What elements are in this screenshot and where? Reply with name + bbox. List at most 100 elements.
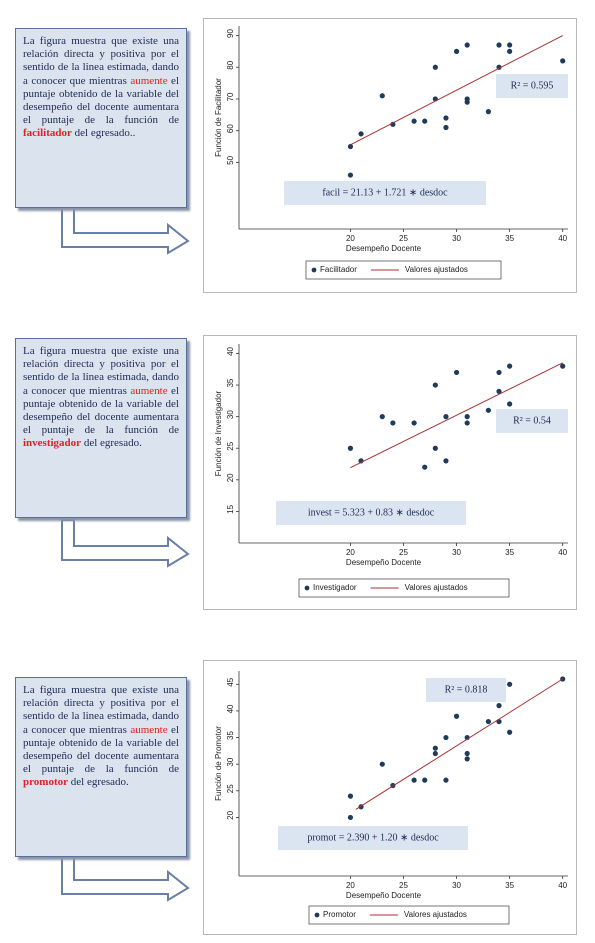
annotation: facil = 21.13 + 1.721 ∗ desdoc: [322, 187, 448, 198]
point: [507, 42, 513, 48]
y-tick-label: 60: [226, 124, 235, 133]
point: [507, 729, 513, 735]
x-tick-label: 40: [558, 234, 567, 243]
note-text: La figura muestra que existe una relació…: [23, 345, 179, 397]
point: [443, 414, 449, 420]
point: [507, 48, 513, 54]
point: [560, 58, 566, 64]
note-text: La figura muestra que existe una relació…: [23, 684, 179, 736]
legend-label: Promotor: [323, 910, 356, 919]
point: [379, 761, 385, 767]
x-tick-label: 35: [505, 881, 514, 890]
point: [347, 445, 354, 451]
y-tick-label: 25: [226, 784, 235, 793]
annotation-box: [496, 409, 568, 433]
note-text: La figura muestra que existe una relació…: [23, 35, 179, 87]
y-tick-label: 20: [226, 473, 235, 482]
y-tick-label: 80: [226, 60, 235, 69]
point: [496, 388, 502, 394]
point: [464, 750, 470, 757]
y-tick-label: 40: [226, 704, 235, 713]
fit-line: [350, 362, 563, 469]
annotation: R² = 0.595: [511, 80, 554, 91]
y-tick-label: 15: [226, 504, 235, 513]
chart: 50 60 70 80 90 20 25 30 35 40 Desempeño Docente Fun…: [203, 18, 577, 293]
x-tick-label: 30: [452, 548, 461, 557]
x-tick-label: 25: [399, 234, 408, 243]
note-text: aumente: [130, 74, 168, 87]
point: [411, 777, 417, 783]
note-text: facilitador: [23, 127, 72, 140]
legend-marker: [311, 267, 317, 273]
note-text: el puntaje obtenido de la variable del d…: [23, 723, 179, 776]
note-text: del egresado..: [71, 127, 136, 140]
y-axis-label: Función de Facilitador: [214, 78, 223, 157]
y-axis-label: Función de Promotor: [214, 726, 223, 801]
point: [464, 420, 470, 426]
point: [443, 124, 449, 131]
x-tick-label: 20: [346, 881, 355, 890]
legend-box: [305, 260, 502, 280]
note-text: del egresado.: [81, 437, 142, 450]
note-text: del egresado.: [68, 776, 129, 789]
point: [485, 718, 492, 725]
point: [443, 115, 449, 121]
x-tick-label: 25: [399, 548, 408, 557]
point: [422, 118, 428, 124]
legend-marker: [314, 912, 320, 918]
x-tick-label: 40: [558, 881, 567, 890]
annotation-box: [284, 181, 486, 205]
point: [507, 681, 513, 687]
annotation: invest = 5.323 + 0.83 ∗ desdoc: [308, 507, 435, 518]
point: [432, 382, 438, 388]
note-text: el puntaje obtenido de la variable del d…: [23, 74, 179, 127]
annotation: promot = 2.390 + 1.20 ∗ desdoc: [307, 832, 439, 843]
y-tick-label: 35: [226, 378, 235, 387]
x-tick-label: 20: [346, 234, 355, 243]
note-box: La figura muestra que existe una relació…: [15, 677, 187, 857]
arrow: [61, 853, 190, 902]
arrow: [61, 206, 190, 255]
point: [485, 109, 492, 115]
legend-marker: [304, 585, 310, 591]
note-box: La figura muestra que existe una relació…: [15, 338, 187, 518]
point: [411, 118, 417, 124]
point: [347, 793, 354, 799]
point: [507, 363, 513, 369]
point: [496, 42, 502, 48]
x-axis-label: Desempeño Docente: [346, 558, 422, 567]
y-tick-label: 20: [226, 810, 235, 819]
y-tick-label: 25: [226, 441, 235, 450]
point: [464, 42, 470, 48]
note-text: aumente: [130, 723, 168, 736]
y-tick-label: 70: [226, 92, 235, 101]
point: [453, 48, 460, 54]
point: [453, 713, 460, 719]
annotation-box: [276, 501, 466, 525]
point: [453, 369, 460, 376]
x-tick-label: 40: [558, 548, 567, 557]
x-axis-label: Desempeño Docente: [346, 244, 422, 253]
x-tick-label: 30: [452, 234, 461, 243]
point: [496, 369, 502, 376]
legend-label: Valores ajustados: [404, 910, 467, 919]
annotation-box: [496, 74, 568, 98]
y-tick-label: 35: [226, 731, 235, 740]
point: [443, 777, 449, 783]
annotation: R² = 0.54: [513, 415, 551, 426]
y-tick-label: 40: [226, 346, 235, 355]
point: [432, 750, 438, 757]
note-text: el puntaje obtenido de la variable del d…: [23, 384, 179, 437]
note-text: investigador: [23, 437, 82, 450]
legend-box: [298, 578, 510, 598]
note-text: aumente: [130, 384, 168, 397]
point: [432, 445, 438, 451]
legend-label: Facilitador: [320, 265, 357, 274]
note-text: promotor: [23, 776, 69, 789]
annotation-box: [278, 826, 468, 850]
chart: 20 25 30 35 40 45 20 25 30 35 40 Desempeño Docente F…: [203, 660, 577, 935]
point: [464, 414, 470, 420]
legend-label: Valores ajustados: [405, 265, 468, 274]
point: [443, 458, 449, 464]
